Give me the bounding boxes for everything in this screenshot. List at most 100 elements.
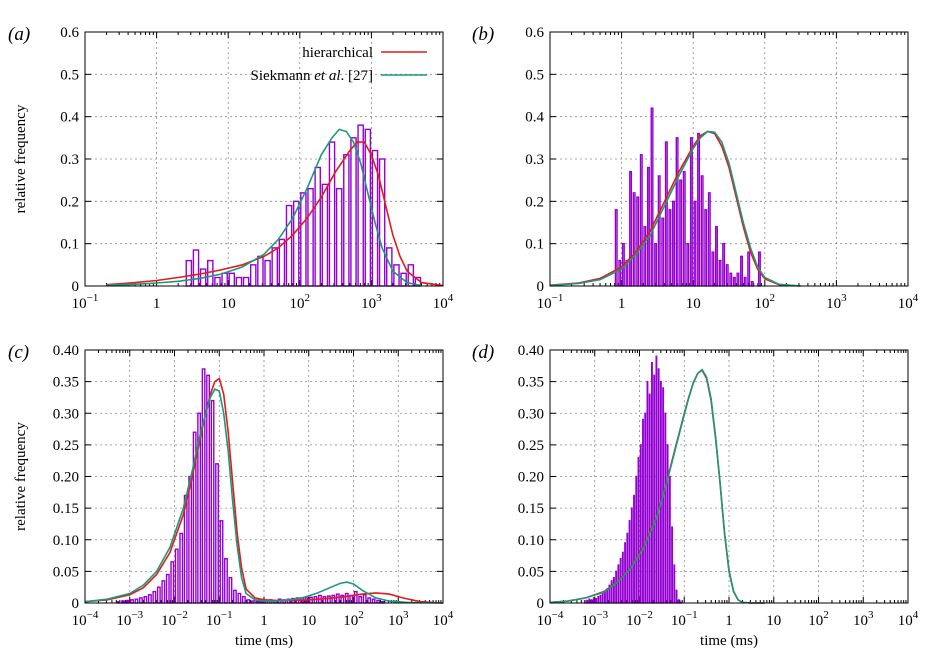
histogram-bar — [595, 597, 597, 604]
histogram-bar — [371, 598, 376, 604]
histogram-bar — [134, 598, 139, 604]
plot-frame — [84, 349, 444, 604]
x-tick-base: 10 — [221, 296, 236, 312]
siekmann-curve — [549, 368, 765, 604]
histogram-bar — [668, 209, 672, 287]
x-tick-exponent: 4 — [448, 609, 454, 621]
histogram-bar — [210, 399, 215, 604]
y-tick-label: 0.5 — [525, 67, 544, 83]
x-tick-label: 10 — [221, 296, 236, 312]
y-tick-label: 0.35 — [518, 375, 544, 391]
histogram-bar — [257, 255, 264, 287]
x-tick-exponent: −3 — [596, 609, 608, 621]
x-tick-exponent: 4 — [913, 292, 919, 304]
x-tick-base: 10 — [433, 296, 448, 312]
histogram-bar — [750, 281, 754, 287]
y-tick-label: 0.10 — [53, 533, 79, 549]
x-tick-base: 10 — [301, 613, 316, 629]
panel-label: (d) — [472, 342, 494, 363]
y-tick-label: 0.6 — [525, 25, 544, 41]
legend-siekmann-suffix: . [27] — [341, 68, 374, 84]
histogram-bar — [639, 444, 642, 604]
histogram-bar — [718, 259, 722, 287]
histogram-bar — [700, 175, 704, 287]
histogram-bar — [358, 595, 363, 604]
histogram-bar — [378, 158, 386, 287]
x-tick-base: 10 — [671, 613, 686, 629]
histogram-bar — [661, 217, 665, 287]
x-tick-base: 1 — [153, 296, 161, 312]
y-tick-label: 0 — [537, 596, 545, 612]
histogram-bar — [201, 368, 206, 604]
histogram-bar — [704, 209, 708, 287]
histogram-bar — [215, 463, 219, 604]
histogram-bar — [612, 577, 615, 604]
panel-b: (b)00.10.20.30.40.50.610−1 1 10 102 103 104 — [472, 24, 919, 312]
y-tick-label: 0.05 — [518, 564, 544, 580]
x-tick-label: 10−1 — [206, 609, 233, 629]
x-tick-label: 10 — [686, 296, 701, 312]
x-tick-base: 10 — [626, 613, 641, 629]
histogram-bar — [592, 597, 595, 604]
histogram-bar — [668, 475, 671, 604]
histogram-bar — [633, 494, 635, 604]
x-tick-exponent: 2 — [823, 609, 829, 621]
hierarchical-curve — [549, 369, 765, 604]
y-tick-label: 0 — [72, 279, 80, 295]
y-tick-label: 0.25 — [518, 438, 544, 454]
x-tick-exponent: −3 — [131, 609, 143, 621]
x-tick-label: 102 — [808, 609, 829, 629]
histogram-bar — [664, 141, 668, 287]
y-tick-label: 0.20 — [518, 470, 544, 486]
y-tick-label: 0.15 — [518, 501, 544, 517]
histogram-bar — [147, 594, 152, 604]
histogram-bar — [675, 137, 679, 287]
histogram-bar — [643, 226, 647, 287]
histogram-bar — [615, 570, 618, 604]
histogram-bar — [606, 588, 609, 604]
x-tick-label: 10−1 — [671, 609, 698, 629]
histogram-bar — [161, 580, 166, 604]
x-tick-label: 103 — [388, 609, 409, 629]
histogram-bar — [343, 154, 350, 287]
x-tick-label: 10−1 — [72, 292, 99, 312]
histogram-bar — [228, 272, 236, 287]
x-tick-base: 1 — [618, 296, 626, 312]
y-tick-label: 0 — [537, 279, 545, 295]
histogram-bar — [646, 166, 650, 287]
x-tick-exponent: −1 — [221, 609, 233, 621]
x-tick-base: 10 — [116, 613, 131, 629]
legend: hierarchical Siekmann et al. [27] — [251, 45, 427, 84]
histogram-bar — [232, 589, 237, 604]
histogram-bar — [666, 444, 669, 604]
x-axis-label: time (ms) — [700, 633, 758, 649]
histogram-bar — [637, 456, 640, 604]
histogram-bar — [673, 564, 676, 604]
histogram-bar — [626, 532, 629, 604]
histogram-bar — [653, 374, 656, 604]
x-tick-label: 103 — [361, 292, 382, 312]
x-tick-base: 10 — [388, 613, 403, 629]
x-tick-base: 10 — [72, 296, 87, 312]
x-tick-label: 10−2 — [161, 609, 188, 629]
histogram-bar — [357, 124, 364, 287]
histogram-bar — [628, 520, 631, 604]
histogram-bar — [170, 561, 175, 604]
x-tick-base: 10 — [853, 613, 868, 629]
legend-label-siekmann: Siekmann et al. [27] — [251, 68, 374, 84]
x-tick-exponent: −4 — [87, 609, 99, 621]
histogram-bar — [601, 592, 604, 604]
histogram-bar — [249, 264, 257, 287]
x-tick-label: 103 — [853, 609, 874, 629]
histogram-bar — [241, 595, 246, 604]
histogram-bar — [224, 558, 228, 604]
histogram-bar — [650, 361, 653, 604]
x-tick-label: 10−4 — [72, 609, 99, 629]
histogram-bar — [682, 170, 686, 287]
legend-siekmann-prefix: Siekmann — [251, 68, 315, 84]
histogram-bar — [711, 251, 715, 287]
x-tick-label: 102 — [755, 292, 776, 312]
x-tick-label: 10−3 — [116, 609, 143, 629]
x-tick-exponent: −1 — [552, 292, 564, 304]
y-tick-label: 0.3 — [525, 152, 544, 168]
